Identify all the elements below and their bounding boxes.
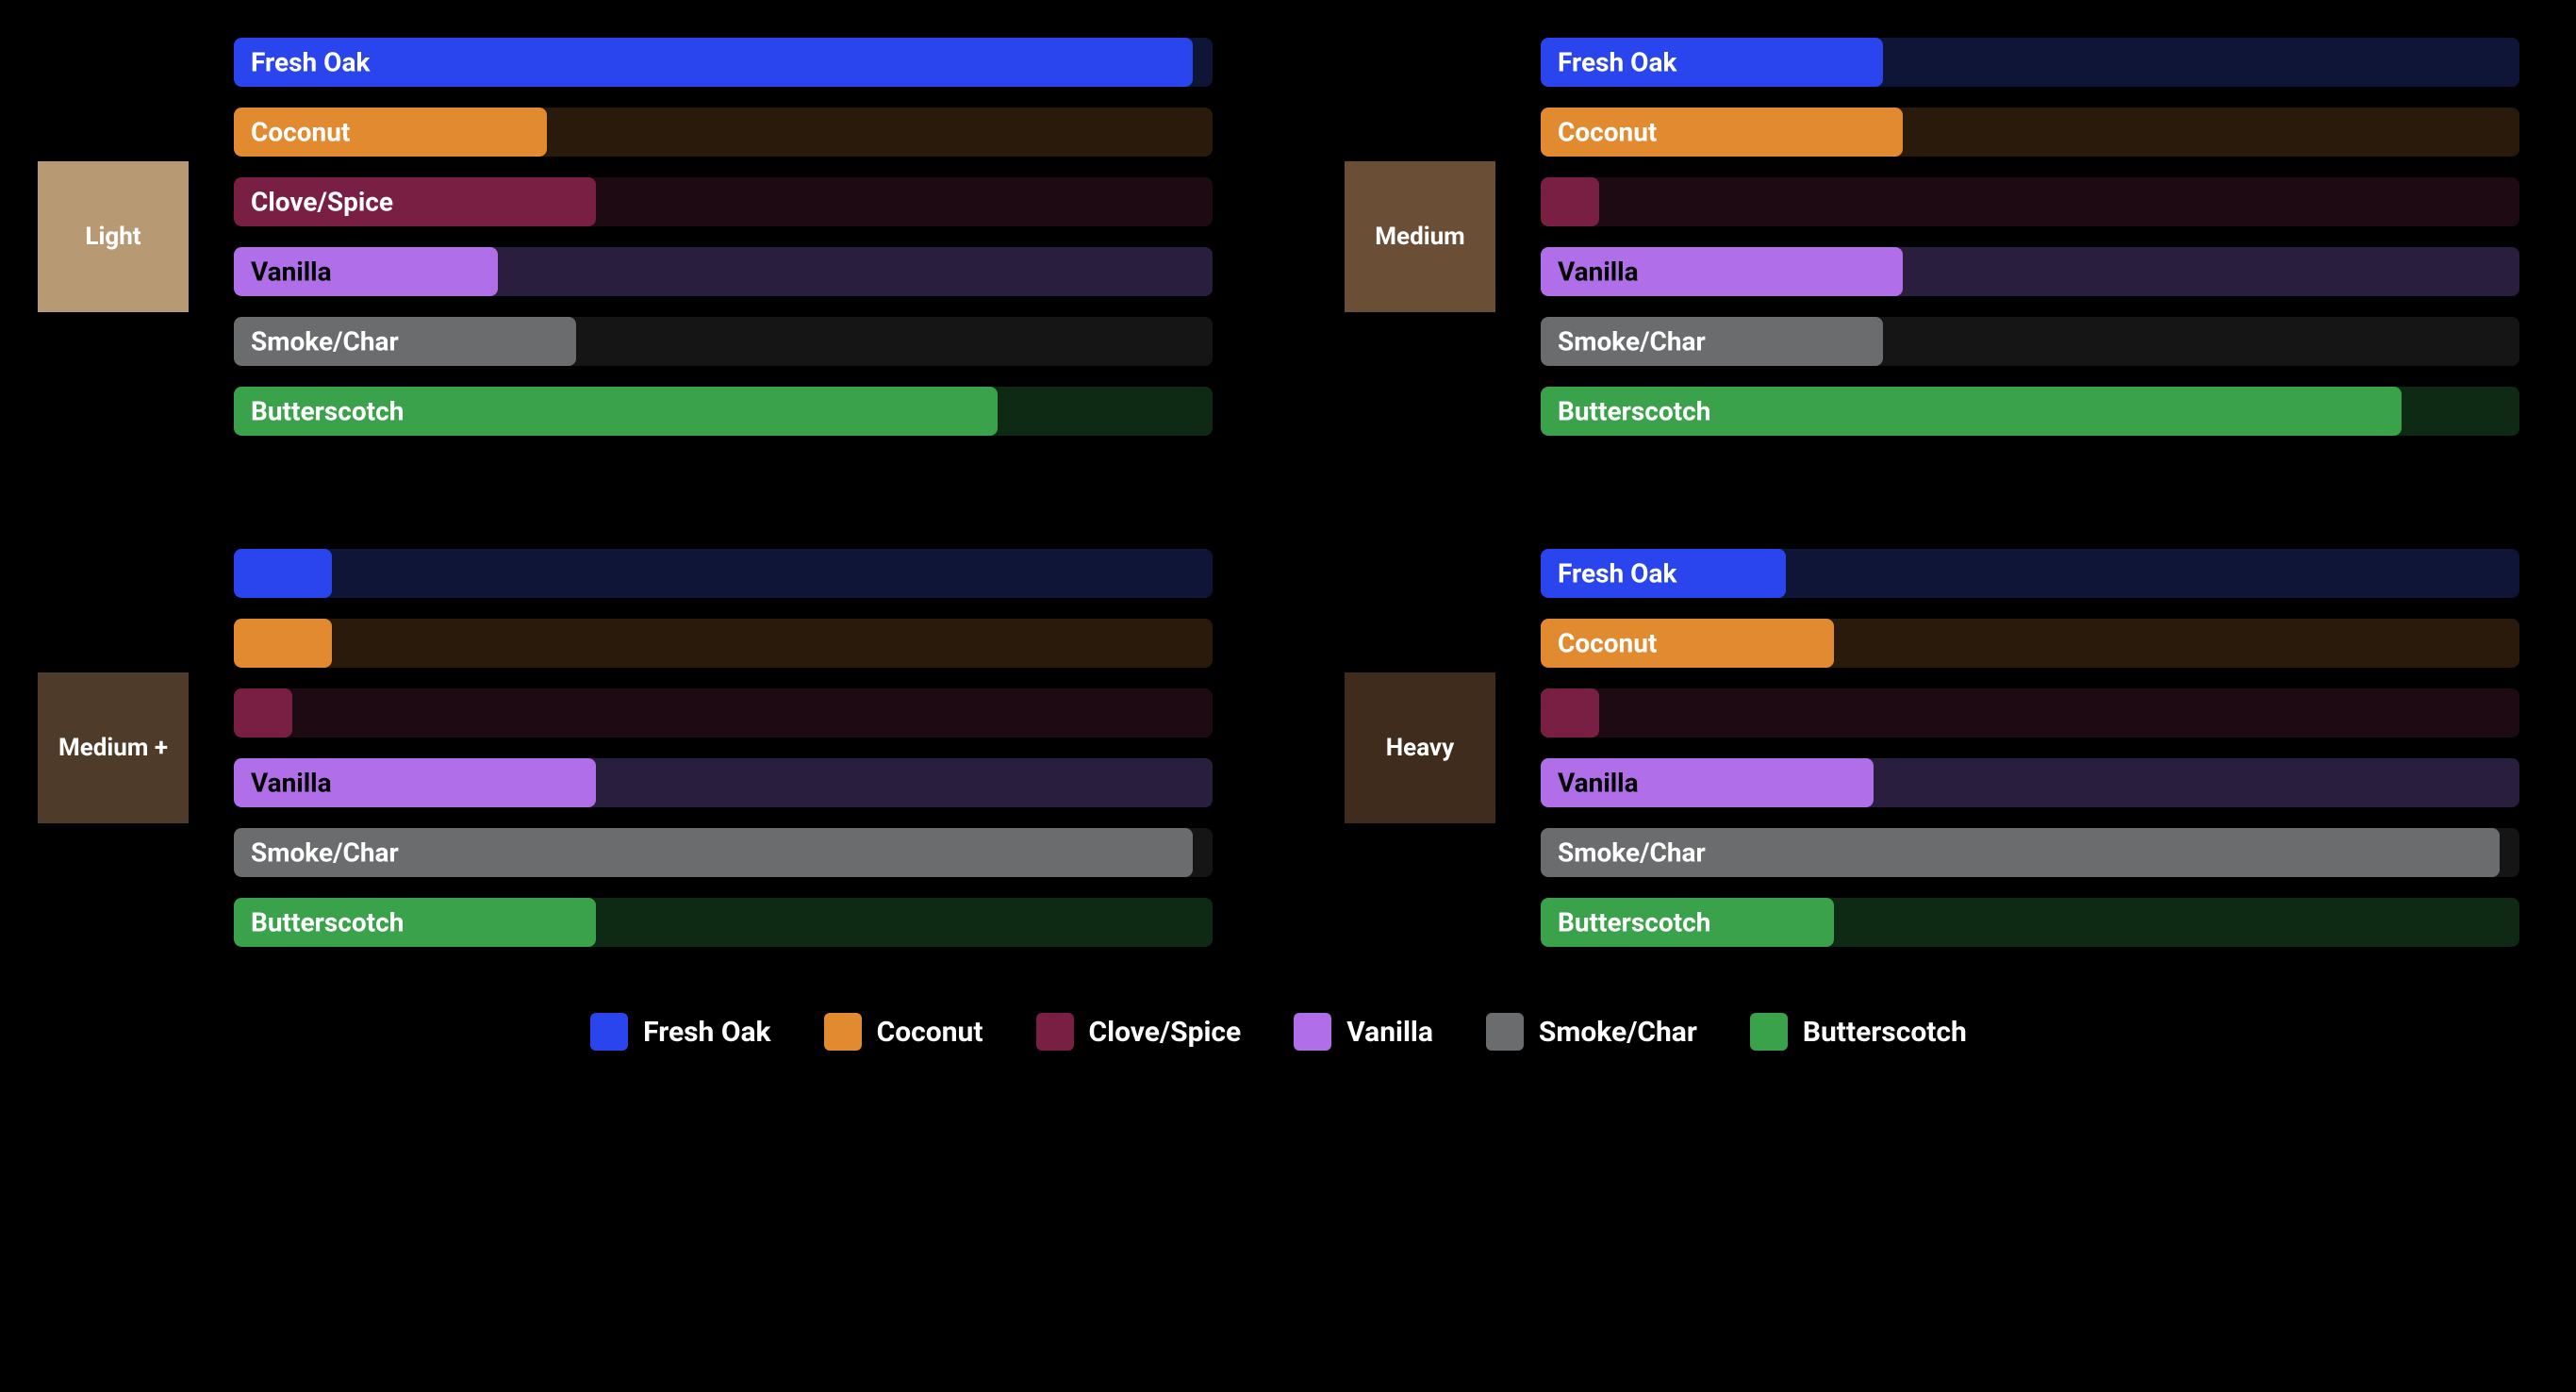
bar-clove_spice [1541, 177, 2519, 226]
legend-label: Coconut [877, 1016, 983, 1049]
bar-fresh_oak [234, 549, 1213, 598]
bar-vanilla: Vanilla [234, 758, 1213, 807]
legend-swatch-clove_spice [1036, 1013, 1074, 1051]
bars-medium: Fresh Oak Coconut Vanilla Smoke/Char Butters… [1541, 38, 2519, 436]
bar-label-butterscotch: Butterscotch [251, 396, 404, 427]
bar-clove_spice: Clove/Spice [234, 177, 1213, 226]
bars-heavy: Fresh Oak Coconut Vanilla Smoke/Char Butters… [1541, 549, 2519, 947]
bar-coconut [234, 619, 1213, 668]
bars-light: Fresh Oak Coconut Clove/Spice Vanilla Smoke/… [234, 38, 1213, 436]
toast-swatch-heavy: Heavy [1345, 672, 1495, 823]
bar-clove_spice [234, 688, 1213, 737]
legend-swatch-vanilla [1294, 1013, 1331, 1051]
bar-label-coconut: Coconut [1558, 117, 1657, 148]
legend-swatch-butterscotch [1750, 1013, 1788, 1051]
bar-fill-clove_spice [234, 688, 292, 737]
toast-swatch-medium: Medium [1345, 161, 1495, 312]
bar-label-clove_spice: Clove/Spice [251, 187, 393, 218]
toast-swatch-medium_plus: Medium + [38, 672, 189, 823]
legend-item-clove_spice: Clove/Spice [1036, 1013, 1242, 1051]
bar-smoke_char: Smoke/Char [234, 317, 1213, 366]
panels-grid: Light Fresh Oak Coconut Clove/Spice Vanilla S… [38, 38, 2519, 947]
bar-butterscotch: Butterscotch [1541, 898, 2519, 947]
bar-fill-fresh_oak [234, 38, 1193, 87]
bars-medium_plus: Vanilla Smoke/Char Butterscotch [234, 549, 1213, 947]
toast-swatch-label: Light [85, 223, 140, 251]
bar-fresh_oak: Fresh Oak [1541, 38, 2519, 87]
toast-swatch-label: Medium [1375, 223, 1464, 251]
legend-swatch-fresh_oak [590, 1013, 628, 1051]
bar-label-coconut: Coconut [251, 117, 350, 148]
bar-label-smoke_char: Smoke/Char [1558, 837, 1706, 869]
bar-coconut: Coconut [1541, 108, 2519, 157]
bar-label-smoke_char: Smoke/Char [1558, 326, 1706, 357]
panel-medium: Medium Fresh Oak Coconut Vanilla Smoke/Char B… [1345, 38, 2519, 436]
bar-vanilla: Vanilla [234, 247, 1213, 296]
legend-item-smoke_char: Smoke/Char [1486, 1013, 1697, 1051]
legend-swatch-coconut [824, 1013, 862, 1051]
bar-label-smoke_char: Smoke/Char [251, 837, 399, 869]
bar-vanilla: Vanilla [1541, 758, 2519, 807]
bar-butterscotch: Butterscotch [234, 898, 1213, 947]
bar-label-vanilla: Vanilla [251, 768, 332, 799]
legend-item-vanilla: Vanilla [1294, 1013, 1433, 1051]
bar-clove_spice [1541, 688, 2519, 737]
bar-label-butterscotch: Butterscotch [1558, 396, 1710, 427]
bar-fresh_oak: Fresh Oak [234, 38, 1213, 87]
bar-label-fresh_oak: Fresh Oak [1558, 558, 1676, 589]
legend-label: Vanilla [1346, 1016, 1433, 1049]
bar-label-butterscotch: Butterscotch [251, 907, 404, 938]
bar-fill-clove_spice [1541, 688, 1599, 737]
legend: Fresh Oak Coconut Clove/Spice Vanilla Smoke/… [38, 1013, 2519, 1051]
bar-smoke_char: Smoke/Char [1541, 317, 2519, 366]
bar-label-vanilla: Vanilla [1558, 768, 1639, 799]
legend-item-fresh_oak: Fresh Oak [590, 1013, 770, 1051]
bar-butterscotch: Butterscotch [1541, 387, 2519, 436]
panel-light: Light Fresh Oak Coconut Clove/Spice Vanilla S… [38, 38, 1213, 436]
panel-heavy: Heavy Fresh Oak Coconut Vanilla Smoke/Char Bu… [1345, 549, 2519, 947]
bar-vanilla: Vanilla [1541, 247, 2519, 296]
bar-fill-clove_spice [1541, 177, 1599, 226]
bar-butterscotch: Butterscotch [234, 387, 1213, 436]
legend-swatch-smoke_char [1486, 1013, 1524, 1051]
legend-label: Clove/Spice [1089, 1016, 1242, 1049]
bar-label-vanilla: Vanilla [251, 257, 332, 288]
bar-label-smoke_char: Smoke/Char [251, 326, 399, 357]
bar-fill-fresh_oak [234, 549, 332, 598]
legend-item-coconut: Coconut [824, 1013, 983, 1051]
chart-canvas: Light Fresh Oak Coconut Clove/Spice Vanilla S… [0, 0, 2576, 1392]
bar-fill-coconut [234, 619, 332, 668]
bar-smoke_char: Smoke/Char [1541, 828, 2519, 877]
bar-coconut: Coconut [234, 108, 1213, 157]
bar-fresh_oak: Fresh Oak [1541, 549, 2519, 598]
toast-swatch-light: Light [38, 161, 189, 312]
toast-swatch-label: Medium + [58, 734, 168, 762]
bar-label-butterscotch: Butterscotch [1558, 907, 1710, 938]
toast-swatch-label: Heavy [1386, 734, 1454, 762]
legend-label: Butterscotch [1803, 1016, 1967, 1049]
bar-label-vanilla: Vanilla [1558, 257, 1639, 288]
bar-smoke_char: Smoke/Char [234, 828, 1213, 877]
bar-label-coconut: Coconut [1558, 628, 1657, 659]
legend-label: Smoke/Char [1539, 1016, 1697, 1049]
bar-label-fresh_oak: Fresh Oak [1558, 47, 1676, 78]
legend-label: Fresh Oak [643, 1016, 770, 1049]
bar-coconut: Coconut [1541, 619, 2519, 668]
legend-item-butterscotch: Butterscotch [1750, 1013, 1967, 1051]
panel-medium_plus: Medium + Vanilla Smoke/Char Butterscotch [38, 549, 1213, 947]
bar-label-fresh_oak: Fresh Oak [251, 47, 370, 78]
